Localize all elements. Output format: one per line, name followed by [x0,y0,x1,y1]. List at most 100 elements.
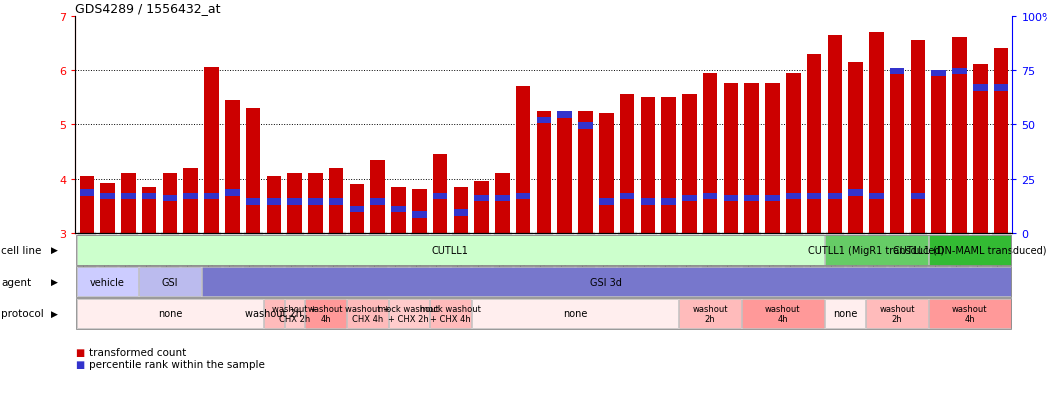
Bar [225,190,240,197]
Bar [453,209,468,216]
Text: GSI 3d: GSI 3d [591,277,622,287]
Bar [121,193,136,200]
Bar [183,193,198,200]
Text: ▶: ▶ [51,309,58,318]
Bar [516,193,531,200]
Bar [994,85,1008,91]
Text: cell line: cell line [1,245,42,255]
Bar [827,36,842,233]
Text: mock washout
+ CHX 4h: mock washout + CHX 4h [420,304,481,323]
Bar [620,95,634,233]
Bar [911,193,926,200]
Bar [869,193,884,200]
Text: washout +
CHX 2h: washout + CHX 2h [272,304,317,323]
Bar [392,206,406,213]
Bar [411,211,426,218]
Bar [932,71,945,77]
Bar [474,195,489,202]
Bar [599,114,614,233]
Bar [537,117,551,124]
Text: mock washout
+ CHX 2h: mock washout + CHX 2h [378,304,440,323]
Bar [246,199,261,205]
Bar [620,193,634,200]
Bar [371,160,385,233]
Bar [101,193,115,200]
Bar [890,69,905,75]
Bar [682,195,696,202]
Text: CUTLL1 (DN-MAML transduced): CUTLL1 (DN-MAML transduced) [893,245,1047,255]
Bar [162,174,177,233]
Text: CUTLL1: CUTLL1 [432,245,469,255]
Bar [557,112,572,119]
Bar [162,195,177,202]
Bar [911,41,926,233]
Bar [599,199,614,205]
Text: transformed count: transformed count [89,347,186,357]
Bar [827,193,842,200]
Bar [973,85,987,91]
Bar [80,176,94,233]
Text: washout
4h: washout 4h [952,304,987,323]
Text: ▶: ▶ [51,278,58,286]
Bar [350,206,364,213]
Bar [453,187,468,233]
Bar [703,74,717,233]
Bar [578,112,593,233]
Bar [495,174,510,233]
Text: agent: agent [1,277,31,287]
Bar [225,100,240,233]
Text: washout
2h: washout 2h [879,304,915,323]
Bar [723,195,738,202]
Bar [765,84,780,233]
Bar [869,33,884,233]
Bar [183,169,198,233]
Text: washout 2h: washout 2h [245,309,303,319]
Text: vehicle: vehicle [90,277,125,287]
Bar [703,193,717,200]
Bar [142,193,156,200]
Bar [537,112,551,233]
Bar [765,195,780,202]
Bar [392,187,406,233]
Bar [516,87,531,233]
Bar [952,69,966,75]
Bar [350,185,364,233]
Bar [973,65,987,233]
Bar [662,98,676,233]
Text: washout
4h: washout 4h [765,304,801,323]
Bar [121,174,136,233]
Bar [641,199,655,205]
Text: GSI: GSI [161,277,178,287]
Bar [495,195,510,202]
Bar [744,195,759,202]
Bar [267,199,281,205]
Text: none: none [158,309,182,319]
Bar [578,123,593,129]
Bar [287,199,302,205]
Bar [807,55,821,233]
Bar [80,190,94,197]
Bar [371,199,385,205]
Text: washout
2h: washout 2h [692,304,728,323]
Bar [994,49,1008,233]
Bar [474,182,489,233]
Bar [246,109,261,233]
Text: ■: ■ [75,347,85,357]
Bar [101,183,115,233]
Bar [848,190,863,197]
Bar [329,169,343,233]
Bar [807,193,821,200]
Bar [932,71,945,233]
Text: ▶: ▶ [51,246,58,254]
Bar [786,74,801,233]
Bar [432,155,447,233]
Bar [287,174,302,233]
Bar [308,174,322,233]
Bar [890,71,905,233]
Bar [641,98,655,233]
Bar [557,117,572,233]
Text: washout +
CHX 4h: washout + CHX 4h [344,304,389,323]
Bar [662,199,676,205]
Bar [142,187,156,233]
Bar [723,84,738,233]
